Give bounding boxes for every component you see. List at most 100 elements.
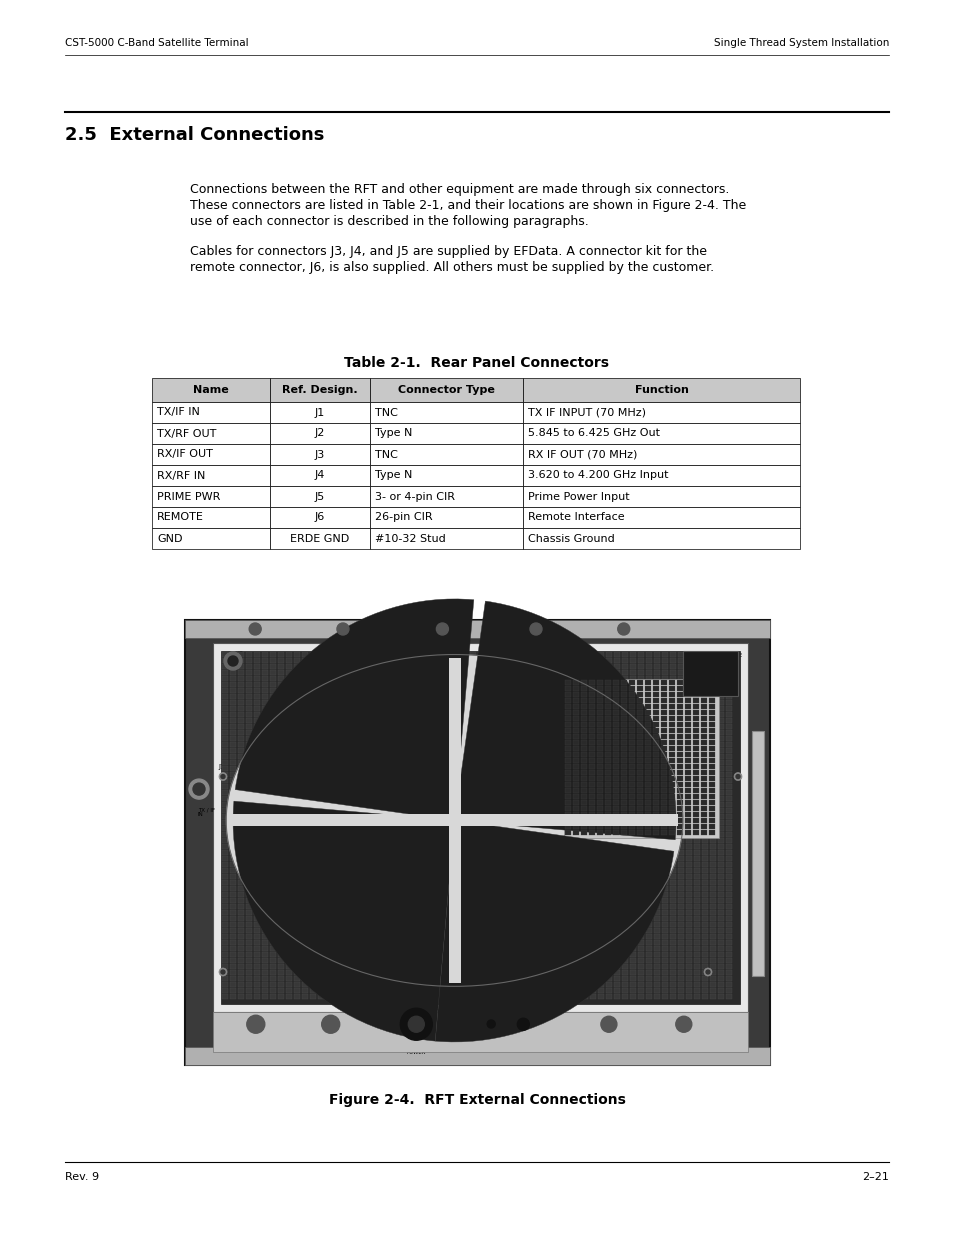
Bar: [525, 923, 532, 926]
Bar: [334, 969, 340, 974]
Bar: [302, 658, 308, 662]
Bar: [661, 766, 668, 771]
Bar: [565, 658, 572, 662]
Bar: [596, 813, 602, 816]
Bar: [692, 704, 699, 709]
Bar: [701, 892, 708, 897]
Bar: [494, 952, 500, 956]
Bar: [580, 813, 586, 816]
Bar: [501, 862, 508, 867]
Bar: [430, 790, 436, 794]
Bar: [629, 952, 636, 956]
Bar: [598, 940, 604, 945]
Bar: [230, 802, 236, 806]
Bar: [494, 778, 500, 783]
Bar: [621, 802, 628, 806]
Bar: [381, 874, 388, 878]
Bar: [629, 688, 636, 693]
Bar: [253, 982, 260, 987]
Bar: [725, 688, 732, 693]
Bar: [645, 994, 652, 999]
Bar: [534, 940, 540, 945]
Bar: [565, 820, 572, 825]
Bar: [693, 910, 700, 914]
Bar: [230, 862, 236, 867]
Bar: [550, 778, 556, 783]
Bar: [654, 862, 659, 867]
Bar: [446, 844, 452, 848]
Bar: [654, 688, 659, 693]
Bar: [397, 724, 404, 729]
Bar: [510, 808, 516, 813]
Bar: [286, 671, 293, 674]
Bar: [580, 729, 586, 732]
Bar: [614, 724, 619, 729]
Bar: [494, 923, 500, 926]
Bar: [448, 658, 460, 983]
Bar: [430, 724, 436, 729]
Bar: [645, 790, 652, 794]
Bar: [374, 881, 380, 884]
Bar: [397, 713, 404, 716]
Bar: [693, 988, 700, 993]
Bar: [621, 923, 628, 926]
Bar: [237, 952, 244, 956]
Bar: [693, 982, 700, 987]
Bar: [494, 814, 500, 819]
Bar: [589, 927, 596, 932]
Bar: [437, 923, 444, 926]
Text: ERDE GND: ERDE GND: [290, 534, 349, 543]
Bar: [565, 927, 572, 932]
Bar: [669, 898, 676, 903]
Bar: [589, 790, 596, 794]
Bar: [628, 800, 635, 805]
Bar: [589, 814, 596, 819]
Bar: [357, 940, 364, 945]
Bar: [558, 820, 564, 825]
Bar: [693, 958, 700, 962]
Bar: [390, 682, 396, 687]
Bar: [709, 778, 716, 783]
Bar: [725, 994, 732, 999]
Bar: [366, 885, 372, 890]
Bar: [381, 862, 388, 867]
Bar: [581, 748, 588, 752]
Bar: [564, 740, 571, 745]
Bar: [629, 969, 636, 974]
Bar: [565, 874, 572, 878]
Bar: [701, 969, 708, 974]
Bar: [510, 652, 516, 657]
Bar: [253, 682, 260, 687]
Bar: [550, 904, 556, 909]
Bar: [381, 755, 388, 758]
Bar: [621, 718, 628, 722]
Bar: [614, 958, 619, 962]
Bar: [661, 976, 668, 981]
Bar: [661, 760, 668, 764]
Bar: [381, 885, 388, 890]
Bar: [326, 958, 333, 962]
Bar: [310, 802, 316, 806]
Bar: [565, 898, 572, 903]
Bar: [454, 892, 460, 897]
Bar: [374, 766, 380, 771]
Bar: [230, 982, 236, 987]
Bar: [684, 782, 690, 787]
Bar: [685, 885, 692, 890]
Bar: [317, 766, 324, 771]
Bar: [390, 946, 396, 951]
Bar: [230, 688, 236, 693]
Bar: [565, 885, 572, 890]
Bar: [638, 682, 644, 687]
Bar: [230, 808, 236, 813]
Bar: [678, 652, 684, 657]
Bar: [237, 664, 244, 668]
Bar: [222, 862, 229, 867]
Bar: [685, 694, 692, 699]
Bar: [246, 658, 253, 662]
Bar: [619, 698, 626, 703]
Bar: [421, 881, 428, 884]
Bar: [700, 813, 706, 816]
Bar: [574, 652, 579, 657]
Bar: [574, 772, 579, 777]
